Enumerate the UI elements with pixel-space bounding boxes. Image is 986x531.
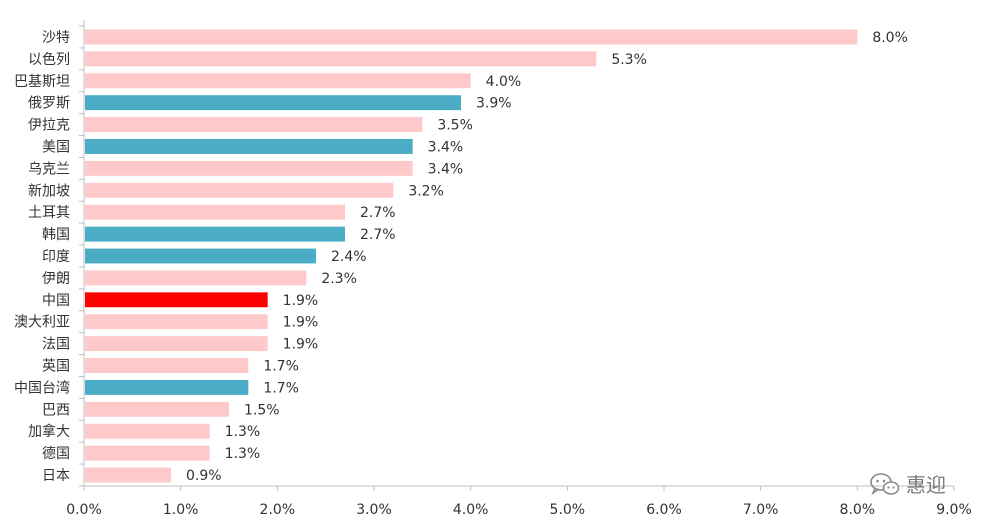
category-label: 中国 [42, 293, 70, 309]
x-tick-label: 8.0% [840, 502, 876, 518]
value-label: 1.9% [283, 293, 319, 309]
bar [85, 358, 249, 373]
bar [85, 226, 345, 242]
value-label: 1.7% [263, 359, 299, 375]
category-label: 以色列 [28, 51, 70, 68]
x-tick-label: 5.0% [550, 502, 586, 518]
bar [85, 117, 423, 133]
bar [85, 95, 461, 111]
bar [85, 248, 316, 264]
bar [85, 29, 858, 45]
x-tick-label: 0.0% [66, 502, 102, 518]
value-label: 4.0% [486, 74, 522, 90]
value-label: 2.4% [331, 249, 367, 265]
bar [85, 73, 471, 89]
category-label: 印度 [42, 249, 70, 265]
bar [85, 314, 268, 330]
value-label: 1.9% [283, 337, 319, 353]
x-tick-label: 6.0% [646, 502, 682, 518]
x-tick-label: 7.0% [743, 502, 779, 518]
category-label: 美国 [42, 139, 70, 155]
x-tick-label: 1.0% [163, 502, 199, 518]
value-label: 1.5% [244, 402, 280, 418]
category-label: 沙特 [42, 30, 70, 46]
category-label: 巴西 [42, 402, 70, 418]
value-label: 1.3% [225, 424, 261, 440]
watermark: 惠迎 [870, 470, 946, 500]
category-label: 澳大利亚 [14, 315, 70, 331]
category-label: 英国 [42, 358, 70, 375]
category-label: 新加坡 [28, 183, 70, 199]
category-label: 法国 [42, 337, 70, 353]
category-label: 伊朗 [42, 271, 70, 287]
bar [85, 51, 597, 67]
value-label: 0.9% [186, 468, 222, 484]
bar [85, 139, 413, 154]
value-label: 3.9% [476, 96, 512, 112]
category-label: 俄罗斯 [28, 96, 70, 112]
x-tick-label: 4.0% [453, 502, 489, 518]
wechat-icon [870, 473, 900, 496]
bar [85, 379, 249, 395]
value-label: 1.9% [283, 315, 319, 331]
bar [85, 182, 394, 198]
bar [85, 445, 210, 461]
bar [85, 467, 171, 483]
bar [85, 204, 345, 220]
value-label: 8.0% [872, 30, 908, 46]
value-label: 3.2% [408, 183, 444, 199]
bar [85, 292, 268, 308]
category-label: 土耳其 [28, 205, 70, 221]
value-label: 3.5% [437, 118, 473, 134]
category-label: 乌克兰 [28, 161, 70, 177]
category-label: 伊拉克 [28, 118, 70, 134]
x-tick-label: 9.0% [936, 502, 972, 518]
x-tick-label: 2.0% [260, 502, 296, 518]
category-label: 巴基斯坦 [14, 73, 70, 90]
value-label: 2.7% [360, 205, 396, 221]
category-label: 德国 [42, 446, 70, 462]
category-label: 韩国 [42, 227, 70, 243]
category-label: 加拿大 [28, 423, 70, 440]
value-label: 3.4% [428, 139, 464, 155]
x-tick-label: 3.0% [356, 502, 392, 518]
category-label: 日本 [42, 468, 70, 484]
category-label: 中国台湾 [14, 379, 70, 396]
watermark-text: 惠迎 [906, 473, 946, 497]
bar [85, 423, 210, 439]
value-label: 2.7% [360, 227, 396, 243]
value-label: 3.4% [428, 161, 464, 177]
value-label: 5.3% [611, 52, 647, 68]
value-label: 1.3% [225, 446, 261, 462]
bar [85, 160, 413, 176]
bar [85, 336, 268, 352]
value-label: 1.7% [263, 380, 299, 396]
bar [85, 401, 229, 417]
bar [85, 270, 307, 286]
value-label: 2.3% [321, 271, 357, 287]
